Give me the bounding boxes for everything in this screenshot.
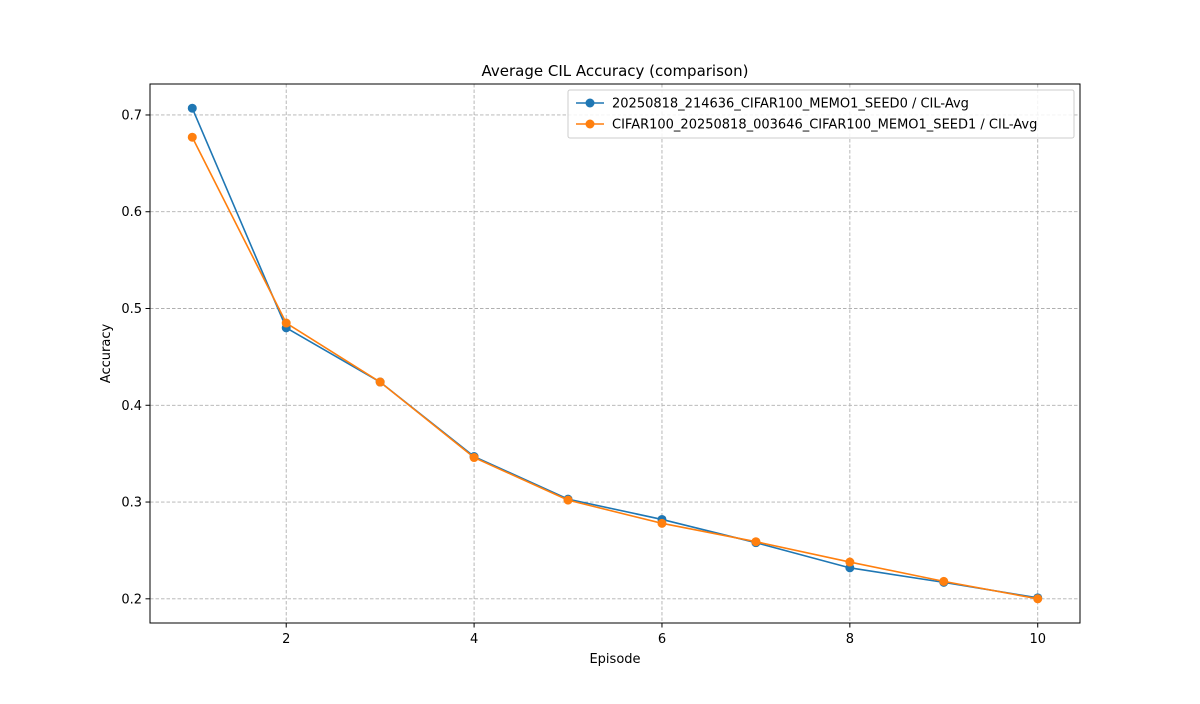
data-point bbox=[939, 576, 949, 586]
y-tick-label: 0.7 bbox=[121, 108, 142, 123]
data-point bbox=[469, 453, 479, 463]
data-point bbox=[845, 557, 855, 567]
x-tick-label: 8 bbox=[846, 632, 854, 647]
data-point bbox=[375, 377, 385, 387]
y-tick-label: 0.3 bbox=[121, 496, 142, 511]
y-axis-label: Accuracy bbox=[99, 324, 114, 384]
x-tick-label: 6 bbox=[658, 632, 666, 647]
series-layer bbox=[187, 103, 1043, 604]
legend-marker bbox=[585, 98, 595, 108]
legend-label: 20250818_214636_CIFAR100_MEMO1_SEED0 / C… bbox=[612, 97, 969, 112]
data-point bbox=[1033, 594, 1043, 604]
ticks: 2 4 6 8 10 0.2 0.3 0.4 0.5 0.6 0.7 bbox=[121, 108, 1046, 647]
y-tick-label: 0.2 bbox=[121, 592, 142, 607]
legend: 20250818_214636_CIFAR100_MEMO1_SEED0 / C… bbox=[567, 89, 1075, 139]
data-point bbox=[751, 537, 761, 547]
y-tick-label: 0.4 bbox=[121, 399, 142, 414]
legend-item: CIFAR100_20250818_003646_CIFAR100_MEMO1_… bbox=[576, 118, 1037, 133]
series-line bbox=[191, 107, 1038, 599]
data-point bbox=[187, 132, 197, 142]
y-tick-label: 0.6 bbox=[121, 205, 142, 220]
series-1 bbox=[187, 132, 1043, 604]
data-point bbox=[657, 518, 667, 528]
legend-marker bbox=[585, 119, 595, 129]
plot-frame bbox=[149, 83, 1081, 624]
x-axis-label: Episode bbox=[589, 652, 640, 667]
x-tick-label: 2 bbox=[282, 632, 290, 647]
x-tick-label: 10 bbox=[1029, 632, 1046, 647]
data-point bbox=[187, 103, 197, 113]
legend-box bbox=[567, 89, 1075, 139]
legend-label: CIFAR100_20250818_003646_CIFAR100_MEMO1_… bbox=[612, 118, 1037, 133]
x-tick-label: 4 bbox=[470, 632, 478, 647]
chart-title: Average CIL Accuracy (comparison) bbox=[482, 62, 749, 80]
data-point bbox=[563, 495, 573, 505]
series-line bbox=[191, 136, 1038, 600]
data-point bbox=[281, 318, 291, 328]
legend-item: 20250818_214636_CIFAR100_MEMO1_SEED0 / C… bbox=[576, 97, 969, 112]
y-tick-label: 0.5 bbox=[121, 302, 142, 317]
